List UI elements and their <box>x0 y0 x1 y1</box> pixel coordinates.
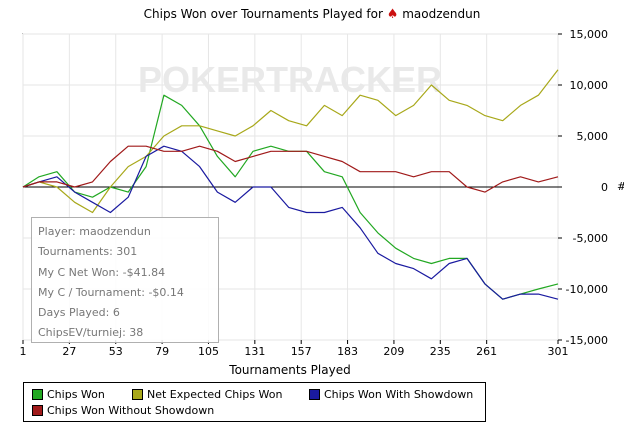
player-info-box: Player: maodzendun Tournaments: 301 My C… <box>31 217 219 343</box>
x-axis-label: Tournaments Played <box>228 363 350 377</box>
x-tick-label: 301 <box>548 345 569 358</box>
info-days-played: Days Played: 6 <box>38 306 120 320</box>
series-lines <box>22 69 559 300</box>
y-tick-label: -10,000 <box>566 283 608 296</box>
series-line-chips-won-without-showdown <box>22 145 559 193</box>
x-tick-label: 131 <box>244 345 265 358</box>
legend-label: Chips Won <box>47 388 105 401</box>
legend-item-net-expected[interactable]: Net Expected Chips Won <box>132 388 282 401</box>
legend-swatch <box>32 405 43 416</box>
y-tick-label: 5,000 <box>577 130 609 143</box>
x-tick-label: 209 <box>383 345 404 358</box>
x-tick-label: 79 <box>155 345 169 358</box>
spade-icon: ♠ <box>386 7 399 22</box>
chart-legend: Chips Won Net Expected Chips Won Chips W… <box>23 382 486 422</box>
legend-label: Chips Won Without Showdown <box>47 404 215 417</box>
info-tournaments: Tournaments: 301 <box>38 245 138 259</box>
x-tick-label: 27 <box>62 345 76 358</box>
x-tick-label: 105 <box>198 345 219 358</box>
x-tick-label: 235 <box>430 345 451 358</box>
x-tick-label: 183 <box>337 345 358 358</box>
legend-label: Chips Won With Showdown <box>324 388 474 401</box>
info-net-won: My C Net Won: -$41.84 <box>38 265 166 279</box>
watermark: POKERTRACKER <box>138 59 442 100</box>
chart-title-text: Chips Won over Tournaments Played for <box>143 7 383 21</box>
x-tick-label: 53 <box>109 345 123 358</box>
legend-item-chips-won[interactable]: Chips Won <box>32 388 105 401</box>
chart-title: Chips Won over Tournaments Played for ♠ … <box>0 7 624 22</box>
info-chipsev: ChipsEV/turniej: 38 <box>38 326 144 340</box>
y-axis-ticks: 15,000 10,000 5,000 0 -5,000 -10,000 -15,000 <box>558 28 608 347</box>
legend-swatch <box>309 389 320 400</box>
right-edge-glyph: # <box>617 180 624 193</box>
legend-swatch <box>132 389 143 400</box>
legend-item-without-showdown[interactable]: Chips Won Without Showdown <box>32 404 214 417</box>
x-tick-label: 157 <box>291 345 312 358</box>
x-tick-label: 1 <box>20 345 27 358</box>
x-tick-label: 261 <box>476 345 497 358</box>
y-tick-label: 0 <box>601 181 608 194</box>
legend-label: Net Expected Chips Won <box>147 388 283 401</box>
x-axis-ticks: 1 27 53 79 105 131 157 183 209 235 261 301 <box>20 340 569 358</box>
info-player: Player: maodzendun <box>38 225 151 238</box>
info-per-tournament: My C / Tournament: -$0.14 <box>38 285 184 299</box>
series-line-net-expected-chips-won <box>22 69 559 214</box>
series-line-chips-won-with-showdown <box>22 145 559 300</box>
y-tick-label: -15,000 <box>566 334 608 347</box>
legend-swatch <box>32 389 43 400</box>
y-tick-label: -5,000 <box>573 232 608 245</box>
player-name: maodzendun <box>402 7 481 21</box>
y-tick-label: 15,000 <box>570 28 609 41</box>
legend-item-with-showdown[interactable]: Chips Won With Showdown <box>309 388 473 401</box>
y-tick-label: 10,000 <box>570 79 609 92</box>
